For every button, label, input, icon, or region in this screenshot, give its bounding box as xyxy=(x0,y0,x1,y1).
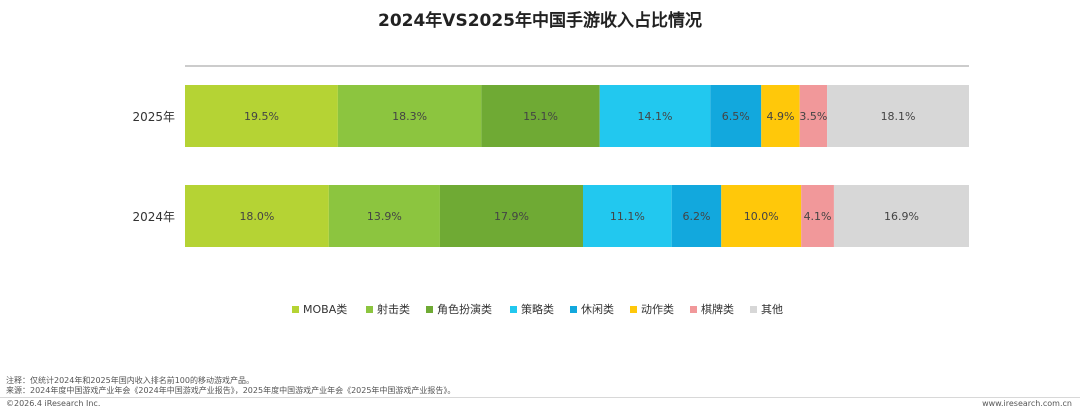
bar-segment xyxy=(833,185,969,247)
data-label: 6.2% xyxy=(683,210,711,223)
data-label: 10.0% xyxy=(744,210,779,223)
data-label: 4.9% xyxy=(766,110,794,123)
legend-swatch xyxy=(570,306,577,313)
legend-label: 其他 xyxy=(761,303,783,316)
legend-swatch xyxy=(426,306,433,313)
data-label: 15.1% xyxy=(523,110,558,123)
legend-label: 休闲类 xyxy=(581,302,614,316)
bar-segment xyxy=(799,85,828,147)
footnotes: 注释：仅统计2024年和2025年国内收入排名前100的移动游戏产品。 来源：2… xyxy=(6,376,455,396)
bar-segment xyxy=(439,185,583,247)
data-label: 19.5% xyxy=(244,110,279,123)
footer-copyright: ©2026.4 iResearch Inc. xyxy=(6,399,101,408)
legend-swatch xyxy=(690,306,697,313)
footer-website: www.iresearch.com.cn xyxy=(982,399,1072,408)
bar-segment xyxy=(710,85,762,147)
bar-segment xyxy=(761,85,800,147)
bars-group: 2025年 19.5% 18.3% 15.1% 14.1% 6.5% 4.9% 3.5% 18.… xyxy=(132,85,969,247)
legend-label: 射击类 xyxy=(377,302,410,316)
legend-swatch xyxy=(630,306,637,313)
legend-swatch xyxy=(750,306,757,313)
bar-segment xyxy=(801,185,834,247)
data-label: 3.5% xyxy=(799,110,827,123)
legend-label: 棋牌类 xyxy=(701,302,734,316)
bar-segment xyxy=(721,185,802,247)
data-label: 6.5% xyxy=(722,110,750,123)
data-label: 18.1% xyxy=(881,110,916,123)
legend-label: MOBA类 xyxy=(303,302,347,316)
chart-title: 2024年VS2025年中国手游收入占比情况 xyxy=(377,11,703,31)
category-label: 2025年 xyxy=(132,110,175,124)
data-label: 11.1% xyxy=(610,210,645,223)
legend-swatch xyxy=(292,306,299,313)
legend: MOBA类 射击类 角色扮演类 策略类 休闲类 动作类 棋牌类 其他 xyxy=(292,302,783,316)
data-label: 18.3% xyxy=(392,110,427,123)
legend-swatch xyxy=(366,306,373,313)
footnote-source: 来源：2024年度中国游戏产业年会《2024年中国游戏产业报告》，2025年度中… xyxy=(6,386,456,395)
legend-label: 角色扮演类 xyxy=(437,302,492,316)
stacked-bar-chart: 2025年 19.5% 18.3% 15.1% 14.1% 6.5% 4.9% 3.5% 18.… xyxy=(132,65,969,316)
data-label: 14.1% xyxy=(638,110,673,123)
legend-swatch xyxy=(510,306,517,313)
data-label: 13.9% xyxy=(367,210,402,223)
bar-segment xyxy=(671,185,722,247)
category-label: 2024年 xyxy=(132,210,175,224)
data-label: 17.9% xyxy=(494,210,529,223)
footer-divider xyxy=(0,397,1080,398)
bar-segment xyxy=(185,85,338,147)
footnote-note: 注释：仅统计2024年和2025年国内收入排名前100的移动游戏产品。 xyxy=(6,376,254,385)
data-label: 18.0% xyxy=(239,210,274,223)
data-label: 16.9% xyxy=(884,210,919,223)
bar-segment xyxy=(328,185,440,247)
bar-segment xyxy=(827,85,969,147)
bar-segment xyxy=(582,185,672,247)
data-label: 4.1% xyxy=(804,210,832,223)
bar-segment xyxy=(337,85,482,147)
legend-label: 动作类 xyxy=(641,302,674,316)
bar-segment xyxy=(185,185,329,247)
legend-label: 策略类 xyxy=(521,302,554,316)
bar-segment xyxy=(599,85,711,147)
bar-segment xyxy=(481,85,600,147)
